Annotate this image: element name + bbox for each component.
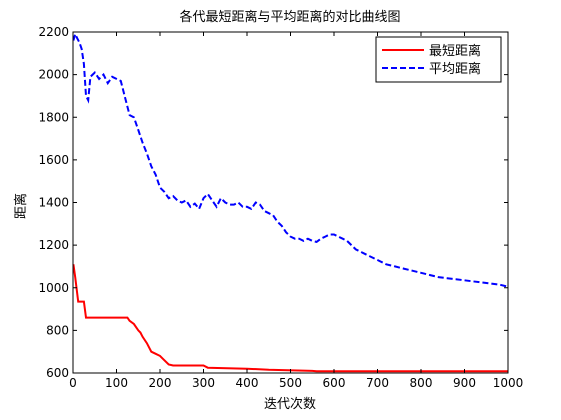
y-axis-label: 距离: [13, 193, 29, 219]
axes-layer: 0 100 200 300 400 500 600 700 800 900 1000 600 800 10…: [38, 25, 523, 390]
x-tick-label: 300: [192, 376, 215, 390]
series-line-1: [72, 264, 508, 373]
x-tick-label: 700: [366, 376, 389, 390]
x-tick-label: 1000: [493, 376, 524, 390]
y-tick-label: 800: [46, 323, 69, 337]
y-tick-label: 2000: [38, 68, 69, 82]
x-tick-label: 200: [149, 376, 172, 390]
x-tick-label: 400: [236, 376, 259, 390]
chart-title: 各代最短距离与平均距离的对比曲线图: [179, 9, 400, 25]
y-tick-label: 1400: [38, 196, 69, 210]
x-axis-label: 迭代次数: [264, 396, 316, 412]
y-tick-label: 1000: [38, 281, 69, 295]
y-tick-label: 2200: [38, 25, 69, 39]
axes-box: [72, 31, 509, 374]
x-tick-label: 800: [410, 376, 433, 390]
plot-layer: [72, 31, 509, 373]
x-tick-label: 600: [323, 376, 346, 390]
y-tick-label: 1200: [38, 238, 69, 252]
series-line-2: [72, 31, 509, 288]
legend-box: [375, 36, 502, 83]
x-tick-label: 100: [105, 376, 128, 390]
y-tick-label: 600: [46, 366, 69, 380]
x-tick-label: 500: [279, 376, 302, 390]
legend-label-2: 平均距离: [429, 61, 481, 77]
y-tick-label: 1600: [38, 153, 69, 167]
y-tick-label: 1800: [38, 110, 69, 124]
x-tick-label: 900: [453, 376, 476, 390]
x-tick-label: 0: [69, 376, 77, 390]
legend-label-1: 最短距离: [429, 43, 481, 59]
